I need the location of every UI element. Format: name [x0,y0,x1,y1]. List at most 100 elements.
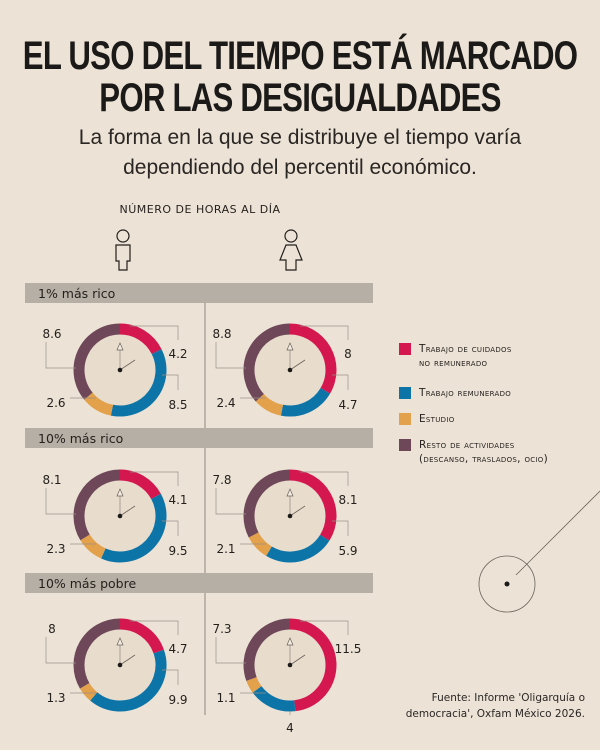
donut-segment [110,349,167,417]
donut-segment [243,618,291,681]
source-line-2: democracia', Oxfam México 2026. [405,708,585,720]
donut-segment [266,534,330,563]
donut-segment [289,469,337,541]
data-label: 1.1 [216,691,235,705]
legend-swatch [399,387,411,399]
legend-label: Resto de actividades (descanso, traslados… [419,438,548,466]
clock-hand [119,654,136,666]
legend-label-line-1: Trabajo de cuidados [419,343,512,355]
clock-center [117,367,123,373]
section-label: 1% más rico [38,286,115,301]
section-bar [25,428,373,448]
arrow-up-icon [116,488,124,497]
clock-center [287,662,293,668]
arrow-up-icon [286,342,294,351]
data-label: 8.5 [168,398,187,412]
woman-icon [279,229,303,271]
data-label: 9.9 [168,693,187,707]
donut-segment [289,323,337,394]
leader-line [332,520,349,536]
leader-line [215,637,246,664]
data-label: 4.2 [168,347,187,361]
section-label: 10% más pobre [38,576,136,591]
leader-line [162,669,179,685]
data-label: 1.3 [46,691,65,705]
clock-hand [119,359,136,371]
donut-segment [119,618,164,654]
clock-hand [289,359,306,371]
donut-segment [289,618,337,712]
leader-line [130,325,179,340]
leader-line [300,325,349,340]
man-icon [115,229,131,271]
donut-segment [280,387,331,417]
leader-line [215,488,246,515]
data-label: 8.1 [338,493,357,507]
donut-segment [252,685,296,712]
arrow-up-icon [116,637,124,646]
data-label: 11.5 [335,642,362,656]
leader-line [130,471,179,486]
data-label: 8.8 [212,327,231,341]
clock-center [287,513,293,519]
hours-header: NÚMERO DE HORAS AL DÍA [119,203,281,216]
legend-label-line-2: no remunerado [419,357,488,369]
clock-center [117,513,123,519]
data-label: 4.7 [168,642,187,656]
leader-line [45,637,76,664]
decorative-clock [478,490,600,613]
legend-swatch [399,439,411,451]
section-bar [25,573,373,593]
data-label: 8 [48,622,56,636]
leader-line [45,342,76,369]
data-label: 8 [344,347,352,361]
leader-line [162,374,179,390]
data-label: 8.1 [42,473,61,487]
legend-label: Estudio [419,412,455,426]
donut-segment [101,493,167,563]
legend-label-line-1: Trabajo remunerado [419,387,512,399]
donut-segment [73,323,121,400]
donut-segment [119,469,161,500]
data-label: 5.9 [338,544,357,558]
data-label: 2.3 [46,542,65,556]
leader-line [162,520,179,536]
donut-segment [73,469,121,541]
clock-hand [289,654,306,666]
leader-line [300,471,349,486]
donut-segment [84,392,114,416]
donut-segment [246,676,262,693]
donut-segment [90,649,167,712]
donut-segment [243,323,291,402]
leader-line [130,620,179,635]
subtitle-line-1: La forma en la que se distribuye el tiem… [78,126,522,149]
title-line-2: POR LAS DESIGUALDADES [99,76,501,120]
data-label: 9.5 [168,544,187,558]
clock-hand [289,505,306,517]
donut-segment [73,618,121,689]
legend-swatch [399,413,411,425]
subtitle-line-2: dependiendo del percentil económico. [123,156,477,179]
arrow-up-icon [286,488,294,497]
data-label: 8.6 [42,327,61,341]
legend-label-line-1: Estudio [419,413,455,425]
data-label: 2.6 [46,396,65,410]
data-label: 2.4 [216,396,235,410]
legend-label: Trabajo remunerado [419,386,511,400]
section-bar [25,283,373,303]
data-label: 2.1 [216,542,235,556]
clock-center [287,367,293,373]
legend-swatch [399,343,411,355]
data-label: 4.7 [338,398,357,412]
leader-line [215,342,246,369]
leader-line [332,374,349,390]
donut-segment [119,323,162,355]
clock-center [117,662,123,668]
donut-segment [80,534,106,559]
arrow-up-icon [116,342,124,351]
title-line-1: EL USO DEL TIEMPO ESTÁ MARCADO [22,34,578,78]
legend-label-line-1: Resto de actividades [419,439,515,451]
source-note: Fuente: Informe 'Oligarquía o democracia… [406,690,585,722]
donut-segment [243,469,291,538]
